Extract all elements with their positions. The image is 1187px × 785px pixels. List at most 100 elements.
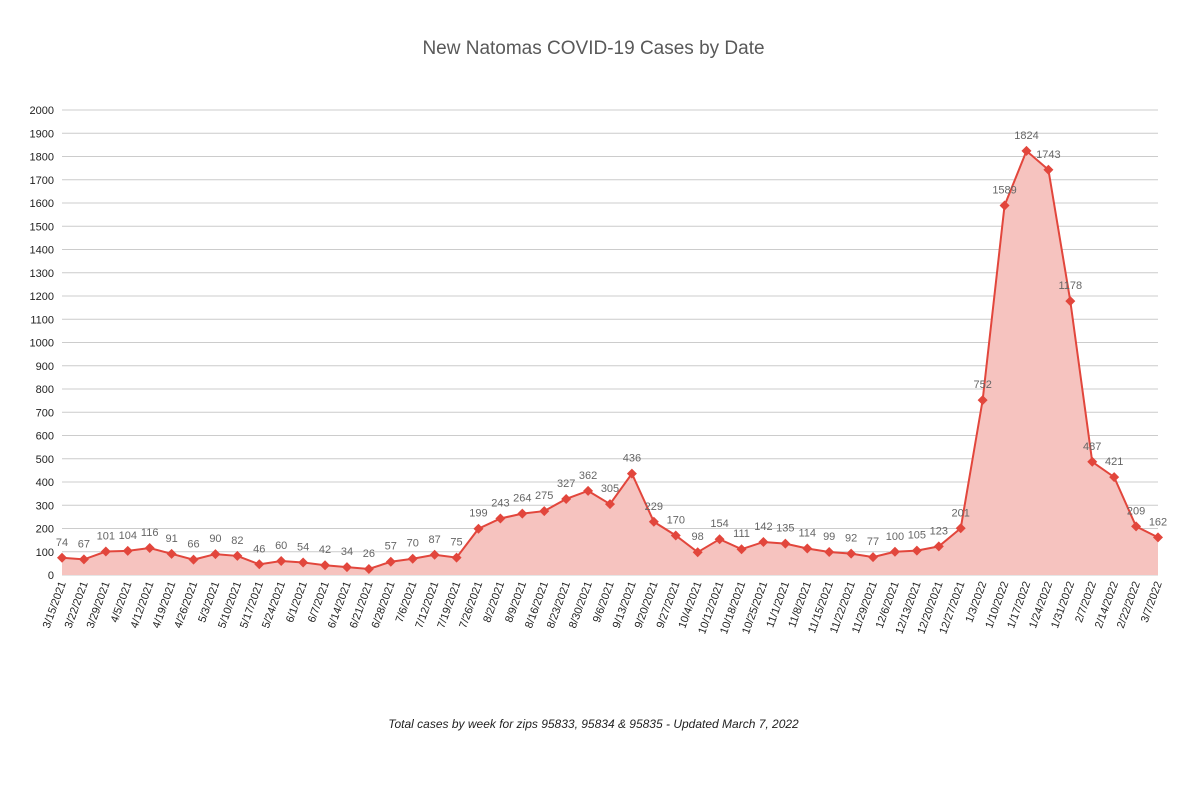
data-label: 201 xyxy=(952,507,970,519)
data-point xyxy=(824,546,835,557)
data-point xyxy=(1109,472,1120,483)
data-label: 42 xyxy=(319,544,331,556)
data-label: 57 xyxy=(385,541,397,553)
data-label: 264 xyxy=(513,493,531,505)
y-tick-label: 600 xyxy=(36,431,54,443)
data-point xyxy=(407,553,418,564)
data-point xyxy=(780,538,791,549)
data-point xyxy=(188,554,199,565)
data-point xyxy=(626,468,637,479)
data-label: 436 xyxy=(623,453,641,465)
y-tick-label: 1100 xyxy=(30,314,54,326)
data-point xyxy=(933,541,944,552)
data-point xyxy=(495,513,506,524)
x-tick-label: 3/7/2022 xyxy=(1139,580,1165,624)
data-label: 99 xyxy=(823,531,835,543)
y-tick-label: 1000 xyxy=(30,338,54,350)
data-point xyxy=(210,549,221,560)
data-label: 98 xyxy=(692,531,704,543)
y-tick-label: 100 xyxy=(36,547,54,559)
data-label: 54 xyxy=(297,541,309,553)
data-point xyxy=(605,499,615,510)
data-point xyxy=(320,560,331,571)
data-label: 199 xyxy=(469,508,487,520)
data-label: 60 xyxy=(275,540,287,552)
data-point xyxy=(473,523,484,534)
data-label: 209 xyxy=(1127,505,1145,517)
data-label: 91 xyxy=(165,533,177,545)
data-label: 305 xyxy=(601,483,619,495)
data-point xyxy=(802,543,813,554)
data-label: 90 xyxy=(209,533,221,545)
data-point xyxy=(999,200,1010,211)
data-label: 170 xyxy=(667,514,685,526)
data-label: 111 xyxy=(733,528,750,540)
data-point xyxy=(977,395,988,406)
data-label: 105 xyxy=(908,530,926,542)
data-label: 1824 xyxy=(1014,130,1038,142)
y-tick-label: 1300 xyxy=(30,268,54,280)
data-label: 75 xyxy=(450,537,462,549)
data-label: 752 xyxy=(973,379,991,391)
data-point xyxy=(539,506,550,517)
data-point xyxy=(341,562,352,573)
data-point xyxy=(889,546,900,557)
data-label: 275 xyxy=(535,490,553,502)
data-point xyxy=(385,556,396,567)
y-tick-label: 1500 xyxy=(30,221,54,233)
data-label: 123 xyxy=(930,525,948,537)
data-label: 100 xyxy=(886,531,904,543)
data-point xyxy=(363,563,374,574)
data-point xyxy=(100,546,111,557)
data-point xyxy=(1153,532,1163,543)
data-label: 142 xyxy=(754,521,772,533)
data-point xyxy=(1043,164,1054,175)
data-label: 154 xyxy=(710,518,728,530)
data-label: 135 xyxy=(776,523,794,535)
y-tick-label: 1400 xyxy=(30,245,54,257)
data-point xyxy=(144,543,155,554)
data-label: 66 xyxy=(187,539,199,551)
data-point xyxy=(714,534,725,545)
data-label: 87 xyxy=(429,534,441,546)
y-tick-label: 800 xyxy=(36,384,54,396)
y-tick-label: 1900 xyxy=(30,128,54,140)
data-point xyxy=(648,516,659,527)
data-point xyxy=(868,552,879,563)
data-labels: 74 67 101 104 116 91 66 90 82 46 60 54 42 34 26 57 70 87 7… xyxy=(56,130,1167,560)
data-point xyxy=(298,557,309,568)
data-point xyxy=(78,554,89,565)
data-label: 34 xyxy=(341,546,353,558)
data-point xyxy=(758,536,769,547)
data-label: 162 xyxy=(1149,516,1167,528)
data-point xyxy=(232,550,243,561)
data-label: 362 xyxy=(579,470,597,482)
data-point xyxy=(1021,145,1032,156)
data-point xyxy=(1065,296,1076,307)
data-label: 77 xyxy=(867,536,879,548)
data-label: 114 xyxy=(799,527,817,539)
data-point xyxy=(736,544,747,555)
data-point xyxy=(1131,521,1142,532)
y-tick-label: 2000 xyxy=(30,105,54,117)
data-point xyxy=(911,545,922,556)
data-label: 116 xyxy=(141,527,159,539)
data-label: 1178 xyxy=(1058,280,1082,292)
data-point xyxy=(1087,456,1098,467)
data-point xyxy=(451,552,462,563)
data-label: 70 xyxy=(407,538,419,550)
data-label: 104 xyxy=(119,530,137,542)
y-tick-label: 1700 xyxy=(30,175,54,187)
data-point xyxy=(276,556,287,567)
data-point xyxy=(254,559,265,570)
data-point xyxy=(670,530,681,541)
data-point xyxy=(166,548,177,559)
y-axis-ticks: 0 100 200 300 400 500 600 700 800 900 1000 1100 1200… xyxy=(30,105,54,582)
data-label: 243 xyxy=(491,498,509,510)
data-point xyxy=(429,549,440,560)
data-label: 46 xyxy=(253,543,265,555)
x-axis-ticks: 3/15/20213/22/20213/29/20214/5/20214/12/… xyxy=(41,580,1165,636)
y-tick-label: 200 xyxy=(36,524,54,536)
data-label: 327 xyxy=(557,478,575,490)
y-tick-label: 0 xyxy=(48,570,54,582)
